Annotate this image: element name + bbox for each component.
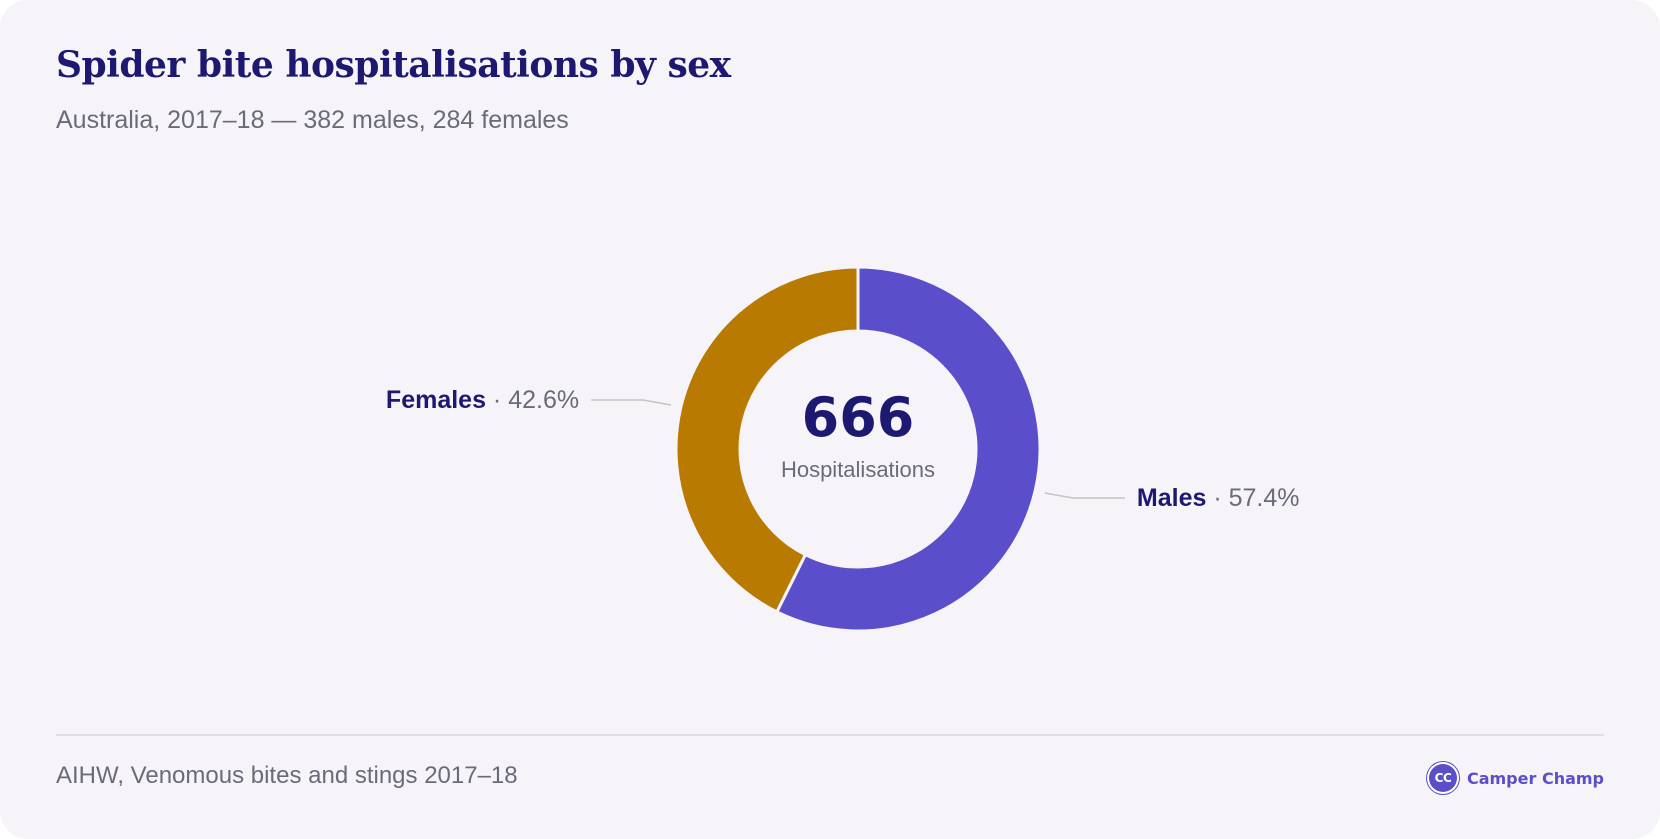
chart-title: Spider bite hospitalisations by sex [56, 44, 731, 86]
leader-line-males [1044, 492, 1125, 499]
brand: CC Camper Champ [1426, 762, 1604, 794]
slice-males [774, 265, 1042, 633]
center-label: Hospitalisations [781, 457, 935, 482]
slice-percent-males: · 57.4% [1206, 484, 1299, 512]
slice-name-females: Females [386, 386, 486, 414]
source-note: AIHW, Venomous bites and stings 2017–18 [56, 762, 518, 789]
brand-name: Camper Champ [1466, 768, 1604, 788]
slice-females [674, 265, 860, 614]
leader-line-females [591, 399, 672, 406]
footer-divider [56, 734, 1604, 736]
brand-initials: CC [1434, 771, 1452, 785]
brand-logo-icon: CC [1426, 762, 1459, 794]
slice-percent-females: · 42.6% [486, 386, 579, 414]
slice-label-males: Males · 57.4% [1137, 484, 1300, 512]
slice-label-females: Females · 42.6% [386, 386, 579, 414]
center-total: 666 [802, 386, 915, 449]
slice-name-males: Males [1137, 484, 1206, 512]
chart-subtitle: Australia, 2017–18 — 382 males, 284 fema… [56, 106, 569, 134]
